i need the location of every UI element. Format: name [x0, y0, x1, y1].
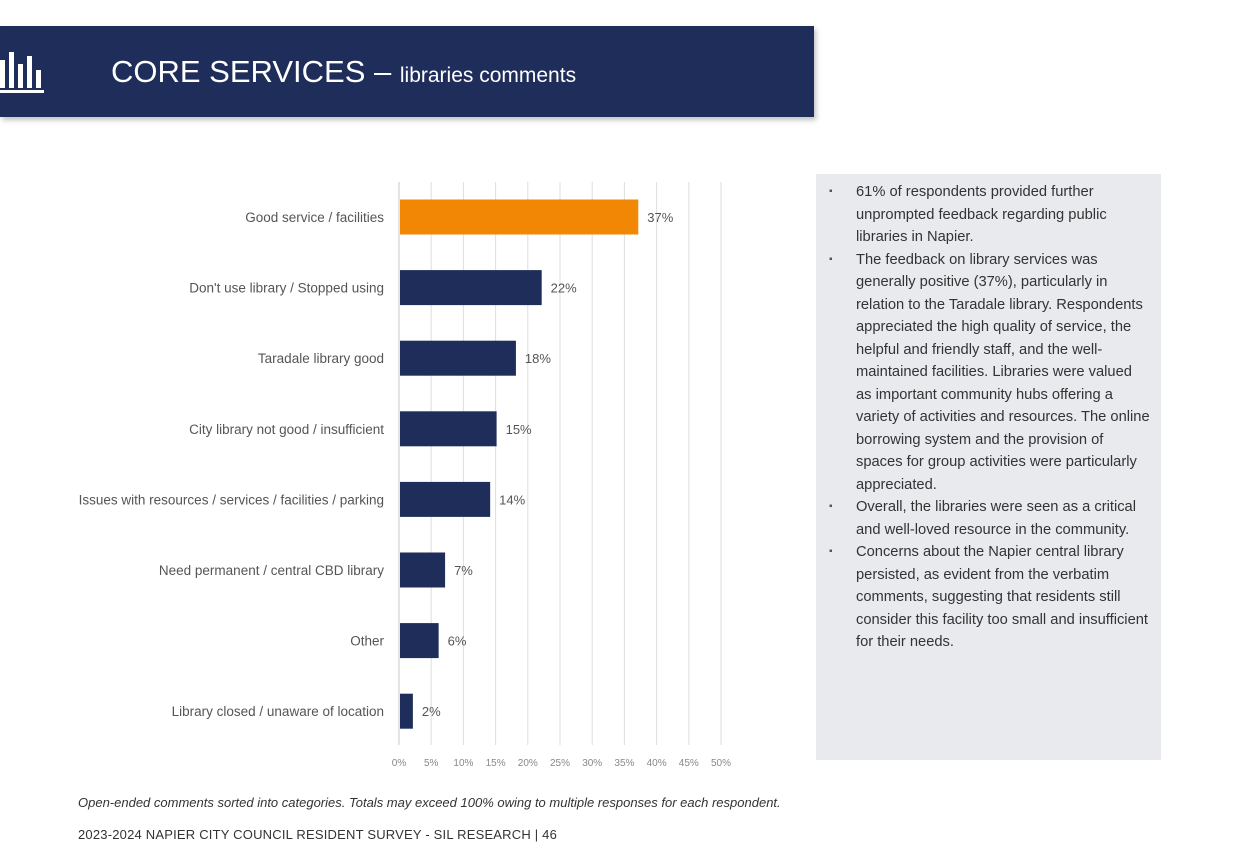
bar — [400, 694, 413, 729]
x-tick-label: 35% — [614, 758, 634, 769]
bullet-icon: ▪ — [829, 181, 833, 204]
summary-list: ▪ 61% of respondents provided further unp… — [826, 181, 1151, 654]
summary-bullet-text: Overall, the libraries were seen as a cr… — [856, 499, 1136, 538]
page-title-separator: – — [365, 54, 399, 89]
summary-bullet: ▪ The feedback on library services was ge… — [826, 249, 1151, 497]
category-label: City library not good / insufficient — [189, 422, 384, 437]
bar-chart: 0% 5% 10% 15% 20% 25% 30% 35% 40% 45% 50% Good serv… — [0, 170, 790, 780]
x-tick-label: 40% — [647, 758, 667, 769]
data-label: 22% — [551, 281, 577, 296]
data-label: 6% — [448, 634, 467, 649]
bar — [400, 623, 439, 658]
x-tick-label: 5% — [424, 758, 439, 769]
category-label: Taradale library good — [258, 351, 384, 366]
x-tick-label: 45% — [679, 758, 699, 769]
summary-panel: ▪ 61% of respondents provided further unp… — [816, 174, 1161, 760]
category-label: Issues with resources / services / facil… — [79, 492, 384, 507]
x-tick-label: 30% — [582, 758, 602, 769]
bar — [400, 482, 490, 517]
bar — [400, 411, 497, 446]
category-label: Good service / facilities — [245, 210, 384, 225]
x-tick-label: 0% — [392, 758, 407, 769]
x-tick-label: 15% — [486, 758, 506, 769]
bar-chart-icon — [0, 48, 46, 96]
page-title-sub: libraries comments — [400, 64, 576, 87]
summary-bullet: ▪ Overall, the libraries were seen as a c… — [826, 496, 1151, 541]
bullet-icon: ▪ — [829, 249, 833, 272]
x-tick-label: 50% — [711, 758, 731, 769]
header-banner: CORE SERVICES – libraries comments — [0, 26, 814, 117]
summary-bullet-text: 61% of respondents provided further unpr… — [856, 184, 1107, 245]
data-label: 18% — [525, 351, 551, 366]
summary-bullet: ▪ Concerns about the Napier central libra… — [826, 541, 1151, 654]
page-title: CORE SERVICES – libraries comments — [111, 54, 576, 94]
data-label: 7% — [454, 563, 473, 578]
bar — [400, 200, 638, 235]
category-label: Don't use library / Stopped using — [189, 281, 384, 296]
bar — [400, 553, 445, 588]
summary-bullet-text: The feedback on library services was gen… — [856, 252, 1150, 493]
x-tick-label: 10% — [453, 758, 473, 769]
bullet-icon: ▪ — [829, 496, 833, 519]
data-label: 2% — [422, 704, 441, 719]
data-label: 37% — [647, 210, 673, 225]
data-label: 15% — [506, 422, 532, 437]
bar — [400, 341, 516, 376]
data-label: 14% — [499, 492, 525, 507]
x-tick-label: 25% — [550, 758, 570, 769]
summary-bullet: ▪ 61% of respondents provided further unp… — [826, 181, 1151, 249]
category-label: Library closed / unaware of location — [172, 704, 384, 719]
summary-bullet-text: Concerns about the Napier central librar… — [856, 544, 1148, 650]
category-label: Need permanent / central CBD library — [159, 563, 384, 578]
chart-footnote: Open-ended comments sorted into categori… — [78, 795, 781, 810]
page-footer: 2023-2024 NAPIER CITY COUNCIL RESIDENT S… — [78, 827, 557, 842]
bullet-icon: ▪ — [829, 541, 833, 564]
x-tick-label: 20% — [518, 758, 538, 769]
page-title-main: CORE SERVICES — [111, 54, 365, 89]
bar — [400, 270, 542, 305]
category-label: Other — [350, 634, 384, 649]
